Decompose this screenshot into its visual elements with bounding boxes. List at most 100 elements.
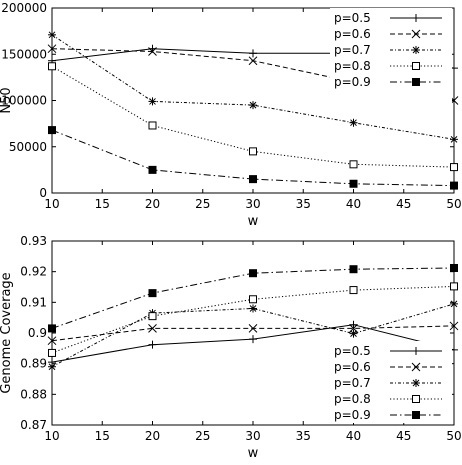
n50-data-point — [249, 49, 257, 58]
coverage-data-point — [450, 282, 458, 291]
coverage-data-point — [48, 324, 56, 333]
n50-data-point — [148, 121, 157, 130]
n50-data-point — [349, 160, 358, 169]
coverage-x-tick-label: 35 — [296, 429, 311, 443]
coverage-x-tick-label: 30 — [245, 429, 260, 443]
coverage-data-point — [148, 324, 157, 333]
coverage-data-point — [148, 312, 157, 321]
coverage-legend: p=0.5 p=0.6 p=0.7 p=0.8 p=0.9 — [330, 341, 452, 423]
n50-data-point — [248, 56, 258, 66]
coverage-x-tick-label: 50 — [446, 429, 461, 443]
n50-x-tick-label: 30 — [245, 197, 260, 211]
coverage-legend-marker — [411, 362, 421, 372]
coverage-data-point — [148, 340, 157, 349]
n50-data-point — [148, 97, 157, 106]
coverage-x-tick-label: 25 — [195, 429, 210, 443]
n50-data-point — [349, 179, 358, 188]
coverage-y-tick-label: 0.91 — [20, 295, 47, 309]
n50-y-tick-label: 0 — [39, 186, 47, 200]
coverage-y-axis-label: Genome Coverage — [0, 272, 14, 393]
n50-x-axis-label: w — [248, 214, 259, 229]
coverage-data-point — [349, 265, 358, 274]
n50-legend-marker — [412, 78, 420, 86]
n50-legend-label: p=0.8 — [334, 59, 371, 73]
coverage-data-point — [48, 362, 56, 371]
n50-x-tick-label: 10 — [44, 197, 59, 211]
n50-legend-marker — [411, 29, 421, 39]
n50-y-tick-label: 200000 — [1, 1, 47, 15]
n50-data-point — [450, 181, 458, 190]
coverage-y-tick-label: 0.89 — [20, 357, 47, 371]
coverage-legend-marker — [412, 379, 420, 387]
n50-legend-label: p=0.6 — [334, 27, 371, 41]
n50-data-point — [349, 118, 358, 127]
coverage-data-point — [248, 324, 258, 333]
coverage-data-point — [449, 321, 459, 331]
coverage-y-tick-label: 0.87 — [20, 418, 47, 432]
coverage-x-tick-label: 10 — [44, 429, 59, 443]
n50-data-point — [48, 62, 56, 71]
n50-data-point — [48, 126, 56, 135]
n50-series-p-0-7 — [48, 30, 458, 144]
coverage-series-p-0-9 — [48, 263, 458, 333]
n50-x-tick-label: 20 — [145, 197, 160, 211]
coverage-data-point — [249, 335, 257, 344]
coverage-x-tick-label: 40 — [346, 429, 361, 443]
coverage-data-point — [148, 289, 157, 298]
coverage-legend-marker — [412, 411, 420, 419]
n50-legend-label: p=0.5 — [334, 11, 371, 25]
coverage-y-tick-label: 0.9 — [28, 326, 47, 340]
coverage-x-tick-label: 45 — [396, 429, 411, 443]
n50-legend-marker — [412, 14, 420, 22]
coverage-data-point — [450, 263, 458, 272]
n50-legend-label: p=0.7 — [334, 43, 371, 57]
coverage-y-tick-label: 0.92 — [20, 265, 47, 279]
n50-x-tick-label: 25 — [195, 197, 210, 211]
n50-y-axis-label: N50 — [0, 87, 14, 113]
n50-data-point — [48, 30, 56, 39]
n50-data-point — [249, 101, 257, 110]
n50-legend: p=0.5 p=0.6 p=0.7 p=0.8 p=0.9 — [330, 8, 452, 110]
n50-y-tick-label: 50000 — [9, 140, 47, 154]
coverage-data-point — [47, 336, 57, 346]
coverage-x-tick-label: 15 — [95, 429, 110, 443]
coverage-y-tick-label: 0.88 — [20, 387, 47, 401]
coverage-legend-label: p=0.7 — [334, 376, 371, 390]
coverage-legend-box — [330, 341, 452, 423]
n50-data-point — [249, 147, 257, 156]
coverage-data-point — [349, 286, 358, 295]
n50-data-point — [47, 44, 57, 54]
n50-data-point — [450, 135, 458, 144]
n50-y-tick-label: 100000 — [1, 94, 47, 108]
coverage-x-axis-label: w — [248, 446, 259, 461]
n50-x-tick-label: 35 — [296, 197, 311, 211]
coverage-y-tick-label: 0.93 — [20, 234, 47, 248]
coverage-legend-label: p=0.9 — [334, 408, 371, 422]
n50-x-tick-label: 45 — [396, 197, 411, 211]
coverage-data-point — [349, 320, 358, 329]
coverage-data-point — [48, 348, 56, 357]
n50-chart: 10 15 20 25 30 35 40 45 50 0 50000 100000 150000 2000… — [0, 1, 462, 229]
n50-series-p-0-8 — [48, 62, 458, 172]
coverage-legend-label: p=0.8 — [334, 392, 371, 406]
n50-data-point — [148, 165, 157, 174]
coverage-data-point — [249, 304, 257, 313]
coverage-series-line — [51, 303, 455, 368]
n50-data-point — [148, 47, 157, 56]
n50-data-point — [249, 175, 257, 184]
n50-data-point — [450, 163, 458, 172]
n50-x-tick-label: 15 — [95, 197, 110, 211]
coverage-legend-label: p=0.6 — [334, 360, 371, 374]
coverage-data-point — [249, 269, 257, 278]
coverage-series-p-0-6 — [47, 321, 459, 346]
coverage-data-point — [249, 295, 257, 304]
n50-y-tick-label: 150000 — [1, 47, 47, 61]
coverage-chart: 10 15 20 25 30 35 40 45 50 0.87 0.88 0.89 0.9 0.91 0.9… — [0, 234, 462, 461]
coverage-series-p-0-7 — [48, 299, 458, 371]
n50-legend-label: p=0.9 — [334, 75, 371, 89]
n50-legend-box — [330, 8, 452, 110]
n50-x-tick-label: 40 — [346, 197, 361, 211]
coverage-series-p-0-8 — [48, 282, 458, 357]
coverage-legend-marker — [412, 395, 420, 403]
